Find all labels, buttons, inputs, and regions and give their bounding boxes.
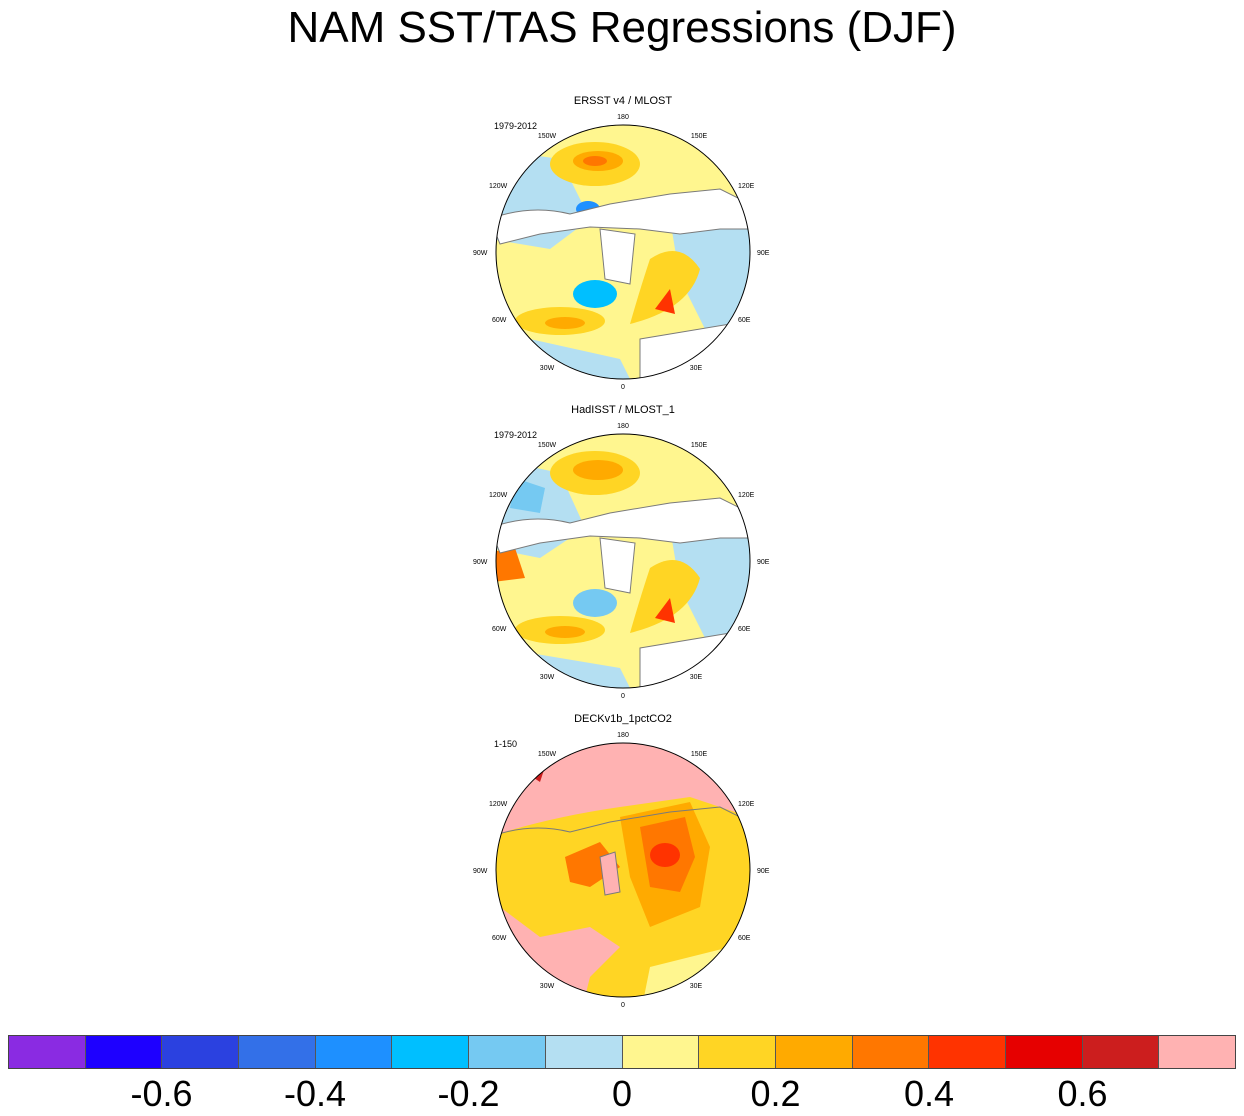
polar-map: 180 150W 150E 120W 120E 90W 90E 60W 60E …: [473, 114, 770, 391]
lon-label-120e: 120E: [738, 492, 755, 499]
lon-label-60w: 60W: [492, 317, 507, 324]
colorbar-box: [852, 1036, 930, 1068]
lon-label-60e: 60E: [738, 317, 751, 324]
lon-label-90w: 90W: [473, 559, 488, 566]
lon-label-120e: 120E: [738, 801, 755, 808]
figure-title: NAM SST/TAS Regressions (DJF): [287, 3, 957, 52]
lon-label-30w: 30W: [540, 365, 555, 372]
lon-label-150e: 150E: [691, 442, 708, 449]
lon-label-150e: 150E: [691, 751, 708, 758]
colorbar-box: [929, 1036, 1006, 1068]
lon-label-120w: 120W: [489, 492, 508, 499]
colorbar-box: [699, 1036, 776, 1068]
lon-label-30w: 30W: [540, 674, 555, 681]
lon-label-30e: 30E: [690, 674, 703, 681]
lon-label-60e: 60E: [738, 626, 751, 633]
colorbar-box: [545, 1036, 623, 1068]
lon-label-180: 180: [617, 423, 629, 430]
colorbar-box: [1159, 1036, 1235, 1068]
polar-map: 180 150W 150E 120W 120E 90W 90E 60W 60E …: [473, 732, 770, 1009]
colorbar-label: 0: [611, 1073, 633, 1114]
lon-label-180: 180: [617, 114, 629, 121]
colorbar: [8, 1035, 1236, 1069]
panel-title: DECKv1b_1pctCO2: [574, 713, 672, 725]
lon-label-90e: 90E: [757, 868, 770, 875]
panel-title: ERSST v4 / MLOST: [573, 95, 673, 107]
colorbar-label: -0.4: [283, 1073, 347, 1114]
lon-label-150w: 150W: [538, 751, 557, 758]
lon-label-180: 180: [617, 732, 629, 739]
polar-map: 180 150W 150E 120W 120E 90W 90E 60W 60E …: [473, 423, 770, 700]
lon-label-30e: 30E: [690, 365, 703, 372]
panel-period: 1-150: [494, 739, 518, 749]
colorbar-box: [622, 1036, 700, 1068]
colorbar-box: [239, 1036, 316, 1068]
colorbar-label: -0.2: [437, 1073, 500, 1114]
colorbar-label: 0.6: [1057, 1073, 1108, 1114]
colorbar-box: [9, 1036, 86, 1068]
lon-label-30e: 30E: [690, 983, 703, 990]
colorbar-box: [469, 1036, 546, 1068]
colorbar-box: [775, 1036, 853, 1068]
lon-label-90e: 90E: [757, 559, 770, 566]
colorbar-label: 0.4: [903, 1073, 955, 1114]
colorbar-box: [1082, 1036, 1160, 1068]
panel-title: HadISST / MLOST_1: [571, 404, 675, 416]
lon-label-120w: 120W: [489, 183, 508, 190]
lon-label-150w: 150W: [538, 133, 557, 140]
lon-label-150w: 150W: [538, 442, 557, 449]
colorbar-box: [1005, 1036, 1083, 1068]
lon-label-0: 0: [621, 693, 625, 700]
lon-label-90w: 90W: [473, 250, 488, 257]
colorbar-box: [315, 1036, 393, 1068]
colorbar-label: -0.6: [130, 1073, 193, 1114]
panel-deck: DECKv1b_1pctCO2 1-150 180 150W 150E 120W…: [470, 713, 776, 1013]
lon-label-0: 0: [621, 384, 625, 391]
lon-label-90w: 90W: [473, 868, 488, 875]
lon-label-60e: 60E: [738, 935, 751, 942]
lon-label-60w: 60W: [492, 626, 507, 633]
lon-label-90e: 90E: [757, 250, 770, 257]
lon-label-30w: 30W: [540, 983, 555, 990]
lon-label-120w: 120W: [489, 801, 508, 808]
lon-label-60w: 60W: [492, 935, 507, 942]
panel-period: 1979-2012: [494, 121, 538, 131]
colorbar-label: 0.2: [750, 1073, 801, 1114]
panel-period: 1979-2012: [494, 430, 538, 440]
lon-label-0: 0: [621, 1002, 625, 1009]
lon-label-150e: 150E: [691, 133, 708, 140]
colorbar-box: [85, 1036, 163, 1068]
colorbar-box: [392, 1036, 470, 1068]
panel-hadisst: HadISST / MLOST_1 1979-2012 180 150W 150…: [470, 404, 776, 704]
lon-label-120e: 120E: [738, 183, 755, 190]
colorbar-box: [162, 1036, 240, 1068]
panel-ersst: ERSST v4 / MLOST 1979-2012 180 150: [470, 95, 776, 395]
